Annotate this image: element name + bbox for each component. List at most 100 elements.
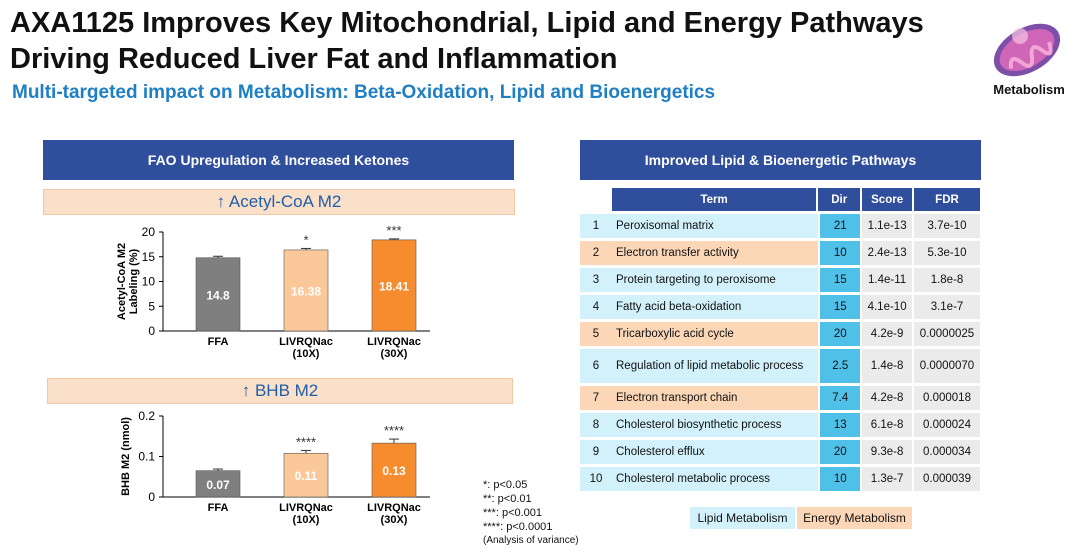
bar-value-label: 16.38 <box>291 284 321 298</box>
rank-cell: 1 <box>580 214 612 238</box>
score-cell: 2.4e-13 <box>862 241 914 265</box>
significance-mark: **** <box>384 423 404 438</box>
sig-line: ****: p<0.0001 <box>483 521 553 533</box>
fdr-cell: 0.0000025 <box>913 322 982 346</box>
y-tick-label: 0.1 <box>138 450 155 464</box>
dir-cell: 2.5 <box>818 349 863 383</box>
table-row: 5 Tricarboxylic acid cycle 20 4.2e-9 0.00000… <box>580 322 982 346</box>
term-cell: Cholesterol metabolic process <box>612 467 819 491</box>
rank-cell: 8 <box>580 413 612 437</box>
x-tick-label: (30X) <box>381 514 408 526</box>
table-row: 10 Cholesterol metabolic process 10 1.3e-7 0… <box>580 467 982 491</box>
fdr-cell: 1.8e-8 <box>913 268 982 292</box>
legend-energy: Energy Metabolism <box>797 507 912 529</box>
rank-cell: 3 <box>580 268 612 292</box>
rank-header <box>580 188 612 211</box>
term-cell: Cholesterol efflux <box>612 440 819 464</box>
term-cell: Electron transport chain <box>612 386 819 410</box>
page-subtitle: Multi-targeted impact on Metabolism: Bet… <box>12 82 716 103</box>
y-tick-label: 5 <box>148 299 155 313</box>
dir-header: Dir <box>818 188 863 211</box>
term-cell: Protein targeting to peroxisome <box>612 268 819 292</box>
x-tick-label: LIVRQNac <box>279 502 333 514</box>
fdr-cell: 0.0000070 <box>913 349 982 383</box>
score-cell: 9.3e-8 <box>862 440 914 464</box>
rank-cell: 5 <box>580 322 612 346</box>
x-tick-label: (30X) <box>381 348 408 360</box>
fdr-cell: 3.7e-10 <box>913 214 982 238</box>
dir-cell: 15 <box>818 268 863 292</box>
rank-cell: 4 <box>580 295 612 319</box>
dir-cell: 21 <box>818 214 863 238</box>
table-row: 7 Electron transport chain 7.4 4.2e-8 0.0000… <box>580 386 982 410</box>
significance-mark: * <box>303 232 308 247</box>
mitochondria-icon <box>993 23 1061 77</box>
x-tick-label: FFA <box>208 502 229 514</box>
dir-cell: 20 <box>818 322 863 346</box>
y-tick-label: 15 <box>142 250 156 264</box>
score-cell: 6.1e-8 <box>862 413 914 437</box>
significance-legend: *: p<0.05 **: p<0.01 ***: p<0.001 ****: … <box>483 478 579 548</box>
logo-label: Metabolism <box>993 82 1065 97</box>
rank-cell: 10 <box>580 467 612 491</box>
term-cell: Fatty acid beta-oxidation <box>612 295 819 319</box>
term-cell: Electron transfer activity <box>612 241 819 265</box>
score-cell: 4.2e-8 <box>862 386 914 410</box>
score-cell: 1.4e-11 <box>862 268 914 292</box>
sig-line: ***: p<0.001 <box>483 507 543 519</box>
y-tick-label: 0 <box>148 324 155 338</box>
table-row: 4 Fatty acid beta-oxidation 15 4.1e-10 3.1e-… <box>580 295 982 319</box>
y-axis-label: Acetyl-CoA M2 <box>116 243 128 320</box>
term-cell: Tricarboxylic acid cycle <box>612 322 819 346</box>
score-cell: 1.3e-7 <box>862 467 914 491</box>
bar <box>283 249 329 332</box>
dir-cell: 7.4 <box>818 386 863 410</box>
bhb-chart: BHB M2 (nmol) 0 0.1 0.2 0.07 FFA 0.11 **** LIVRQ… <box>120 409 430 526</box>
score-cell: 1.4e-8 <box>862 349 914 383</box>
bar <box>371 239 417 332</box>
pathways-table: Term Dir Score FDR 1 Peroxisomal matrix 21… <box>580 185 982 494</box>
table-row: 3 Protein targeting to peroxisome 15 1.4e-1… <box>580 268 982 292</box>
sig-line: **: p<0.01 <box>483 493 532 505</box>
fdr-header: FDR <box>913 188 982 211</box>
fao-banner: FAO Upregulation & Increased Ketones <box>43 140 514 180</box>
sig-line: *: p<0.05 <box>483 479 528 491</box>
y-tick-label: 10 <box>142 275 156 289</box>
fdr-cell: 0.000024 <box>913 413 982 437</box>
x-tick-label: LIVRQNac <box>279 336 333 348</box>
bar-value-label: 0.13 <box>382 464 406 478</box>
term-header: Term <box>612 188 819 211</box>
score-cell: 1.1e-13 <box>862 214 914 238</box>
score-cell: 4.2e-9 <box>862 322 914 346</box>
bar <box>195 257 241 332</box>
x-tick-label: FFA <box>208 336 229 348</box>
term-cell: Peroxisomal matrix <box>612 214 819 238</box>
dir-cell: 20 <box>818 440 863 464</box>
dir-cell: 10 <box>818 467 863 491</box>
dir-cell: 10 <box>818 241 863 265</box>
rank-cell: 9 <box>580 440 612 464</box>
sig-line: (Analysis of variance) <box>483 535 579 546</box>
score-cell: 4.1e-10 <box>862 295 914 319</box>
y-tick-label: 20 <box>142 225 156 239</box>
bhb-chart-title: ↑ BHB M2 <box>47 378 513 404</box>
fdr-cell: 3.1e-7 <box>913 295 982 319</box>
fdr-cell: 5.3e-10 <box>913 241 982 265</box>
table-row: 8 Cholesterol biosynthetic process 13 6.1e-… <box>580 413 982 437</box>
bar-value-label: 0.07 <box>206 478 230 492</box>
page-title-line2: Driving Reduced Liver Fat and Inflammati… <box>10 43 618 75</box>
acetyl-coa-chart: Acetyl-CoA M2 Labeling (%) 0 5 10 15 20 14.8 FFA… <box>116 223 430 360</box>
x-tick-label: LIVRQNac <box>367 502 421 514</box>
significance-mark: *** <box>386 223 401 238</box>
x-tick-label: (10X) <box>293 348 320 360</box>
score-header: Score <box>862 188 914 211</box>
rank-cell: 2 <box>580 241 612 265</box>
dir-cell: 13 <box>818 413 863 437</box>
bar-value-label: 0.11 <box>295 469 318 483</box>
table-row: 9 Cholesterol efflux 20 9.3e-8 0.000034 <box>580 440 982 464</box>
bar-value-label: 18.41 <box>379 279 409 293</box>
fdr-cell: 0.000034 <box>913 440 982 464</box>
y-axis-label: BHB M2 (nmol) <box>120 417 132 496</box>
y-tick-label: 0 <box>148 490 155 504</box>
y-axis-label: Labeling (%) <box>128 248 140 314</box>
